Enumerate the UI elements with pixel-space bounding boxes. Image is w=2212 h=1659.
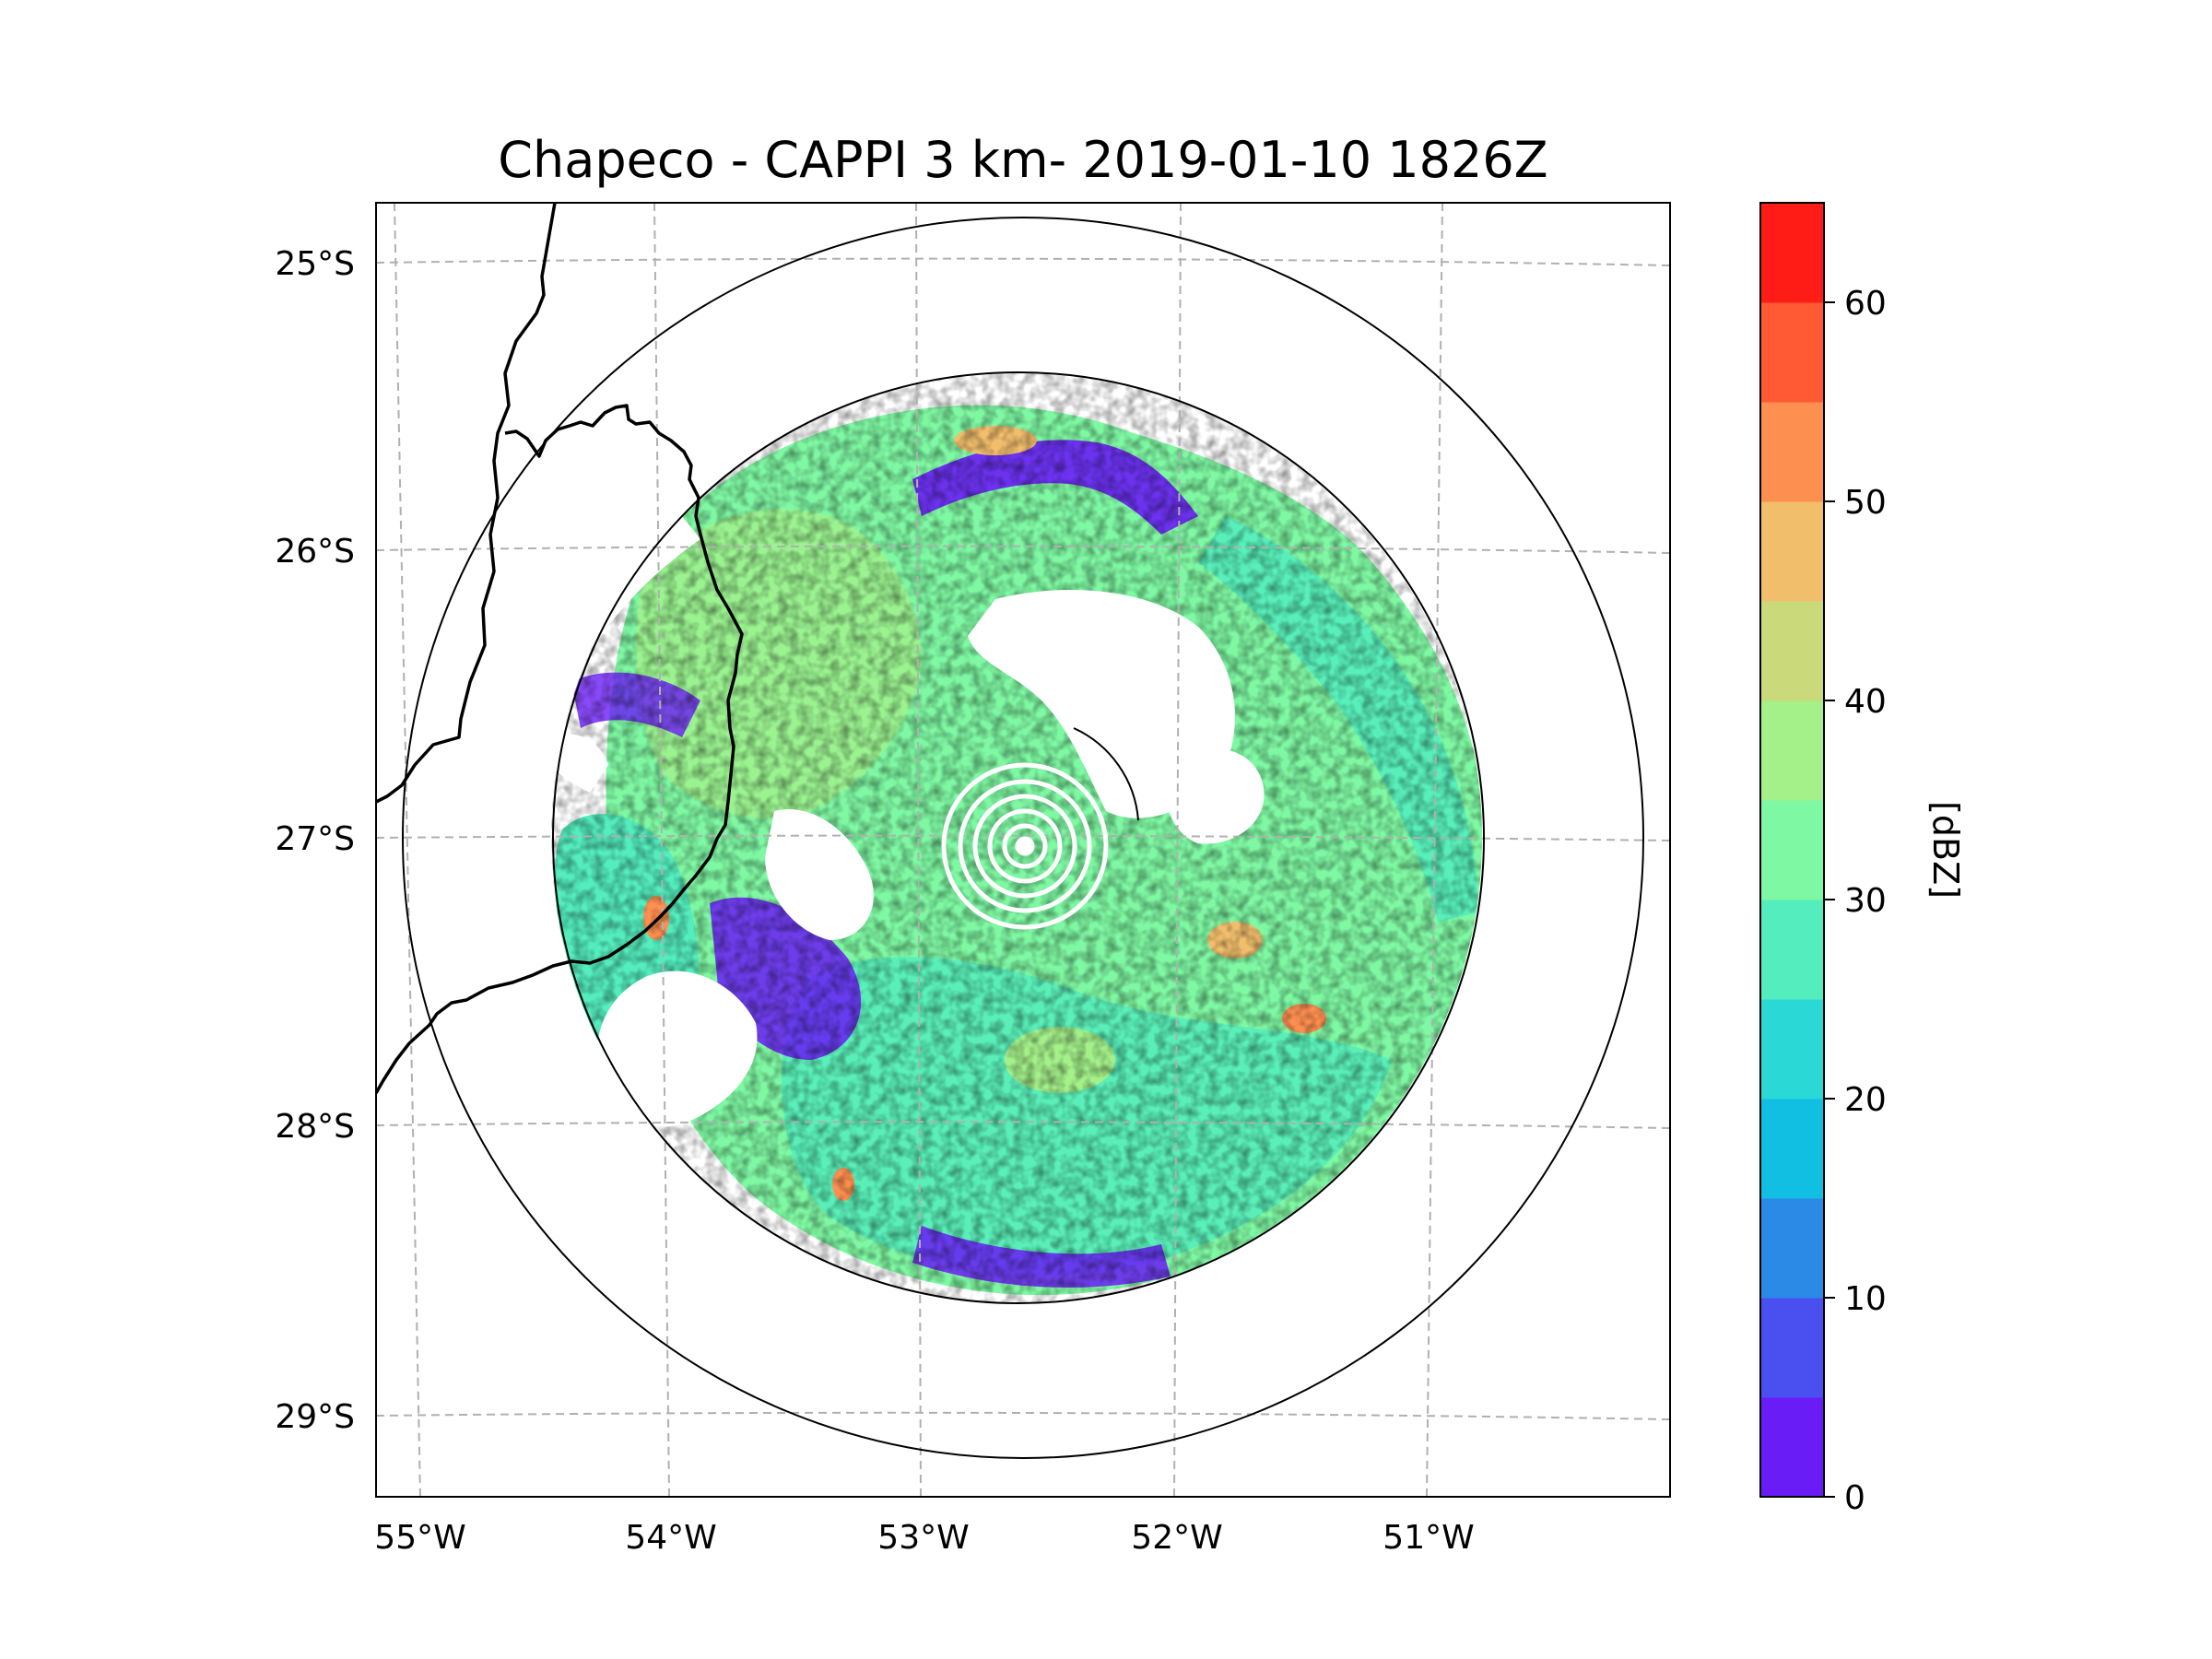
clutter-ring-1: [941, 762, 1109, 930]
colorbar-tick-label-3: 30: [1844, 882, 1887, 920]
colorbar-bin-1: [1760, 1298, 1824, 1398]
colorbar-bin-10: [1760, 402, 1824, 502]
map-gridlines: [376, 203, 1670, 1497]
colorbar-tick-label-1: 10: [1844, 1280, 1887, 1318]
colorbar-tick-label-4: 40: [1844, 683, 1887, 721]
colorbar-bin-5: [1760, 900, 1824, 1000]
clutter-ring-5: [1002, 823, 1048, 869]
radar-site-clutter: [941, 762, 1109, 930]
lon-label-54: 54°W: [625, 1519, 716, 1557]
range-ring-outer: [402, 217, 1644, 1459]
echo-texture: [551, 372, 1482, 1303]
gridline-lon-53: [915, 203, 922, 1497]
colorbar-bin-4: [1760, 999, 1824, 1100]
lon-label-51: 51°W: [1382, 1519, 1474, 1557]
border-paraguay-argentina: [376, 203, 557, 804]
lat-label-28: 28°S: [275, 1108, 355, 1146]
colorbar-bin-7: [1760, 700, 1824, 801]
range-ring-inner: [552, 371, 1485, 1304]
gridline-lon-55: [394, 203, 421, 1497]
lon-label-55: 55°W: [374, 1519, 465, 1557]
lat-label-27: 27°S: [275, 820, 355, 858]
colorbar-tick-label-5: 50: [1844, 484, 1887, 522]
colorbar-bin-2: [1760, 1198, 1824, 1299]
clear-gap-northeast: [968, 590, 1235, 818]
range-ring-near-arc: [1073, 727, 1139, 821]
colorbar-tick-label-0: 0: [1844, 1479, 1865, 1517]
clear-gap-east-pocket: [1165, 748, 1265, 844]
colorbar-bin-8: [1760, 601, 1824, 701]
colorbar-label: [dBZ]: [1925, 801, 1966, 899]
clutter-ring-2: [958, 779, 1092, 913]
lat-label-26: 26°S: [275, 533, 355, 571]
colorbar-tick-label-6: 60: [1844, 285, 1887, 323]
colorbar-bin-12: [1760, 203, 1824, 303]
colorbar: 0 10 20 30 40 50 60 [dBZ]: [1759, 202, 1966, 1517]
longitude-labels: 55°W 54°W 53°W 52°W 51°W: [374, 1519, 1474, 1557]
clutter-ring-4: [987, 808, 1063, 884]
latitude-labels: 25°S 26°S 27°S 28°S 29°S: [275, 245, 355, 1436]
clear-gap-west: [765, 809, 874, 940]
colorbar-tick-label-2: 20: [1844, 1081, 1887, 1119]
plot-title: Chapeco - CAPPI 3 km- 2019-01-10 1826Z: [498, 131, 1547, 189]
colorbar-frame: [1759, 202, 1825, 1498]
border-argentina-brazil: [376, 404, 744, 1094]
lat-label-29: 29°S: [275, 1398, 355, 1436]
colorbar-bin-6: [1760, 800, 1824, 900]
colorbar-bin-11: [1760, 302, 1824, 403]
gridline-lon-51: [1426, 203, 1443, 1497]
political-borders: [376, 203, 744, 1094]
radar-site-marker: [1015, 836, 1035, 856]
map-axes: [375, 202, 1671, 1498]
clear-gap-southwest: [596, 971, 758, 1127]
clutter-ring-3: [972, 794, 1077, 899]
range-rings: [402, 217, 1644, 1459]
colorbar-bin-3: [1760, 1099, 1824, 1199]
gridline-lon-52: [1173, 203, 1182, 1497]
colorbar-ticks: 0 10 20 30 40 50 60: [1824, 285, 1887, 1517]
colorbar-bins: [1760, 203, 1824, 1498]
colorbar-bin-9: [1760, 501, 1824, 602]
clear-gap-west-edge: [551, 734, 608, 793]
colorbar-bin-0: [1760, 1397, 1824, 1498]
gridline-lon-54: [653, 203, 670, 1497]
map-frame: [375, 202, 1671, 1498]
lat-label-25: 25°S: [275, 245, 355, 283]
lon-label-52: 52°W: [1131, 1519, 1222, 1557]
lon-label-53: 53°W: [877, 1519, 969, 1557]
